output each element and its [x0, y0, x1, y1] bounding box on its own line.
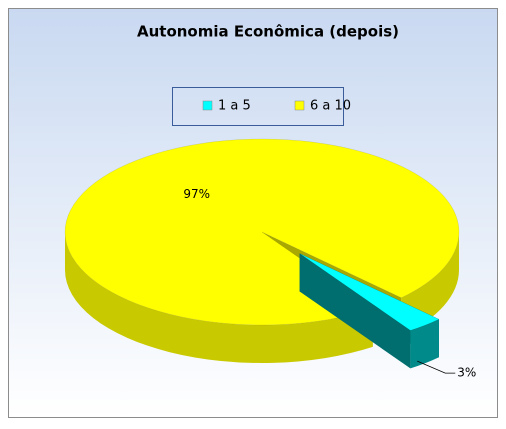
data-label: 3% [457, 366, 476, 380]
slice-face [299, 253, 411, 369]
legend-label: 6 a 10 [310, 99, 351, 114]
legend-swatch [294, 100, 305, 111]
pie: 97% 3% [64, 138, 476, 380]
slice [299, 253, 440, 331]
legend-swatch [202, 100, 213, 111]
leader-line [417, 360, 456, 374]
data-label: 97% [183, 187, 210, 201]
legend-label: 1 a 5 [218, 99, 251, 114]
slice [64, 138, 460, 326]
legend: 1 a 5 6 a 10 [202, 99, 351, 114]
legend-box [172, 87, 344, 126]
slice-side [65, 232, 373, 364]
slice-side [410, 319, 439, 369]
chart-title: Autonomia Econômica (depois) [137, 23, 399, 41]
